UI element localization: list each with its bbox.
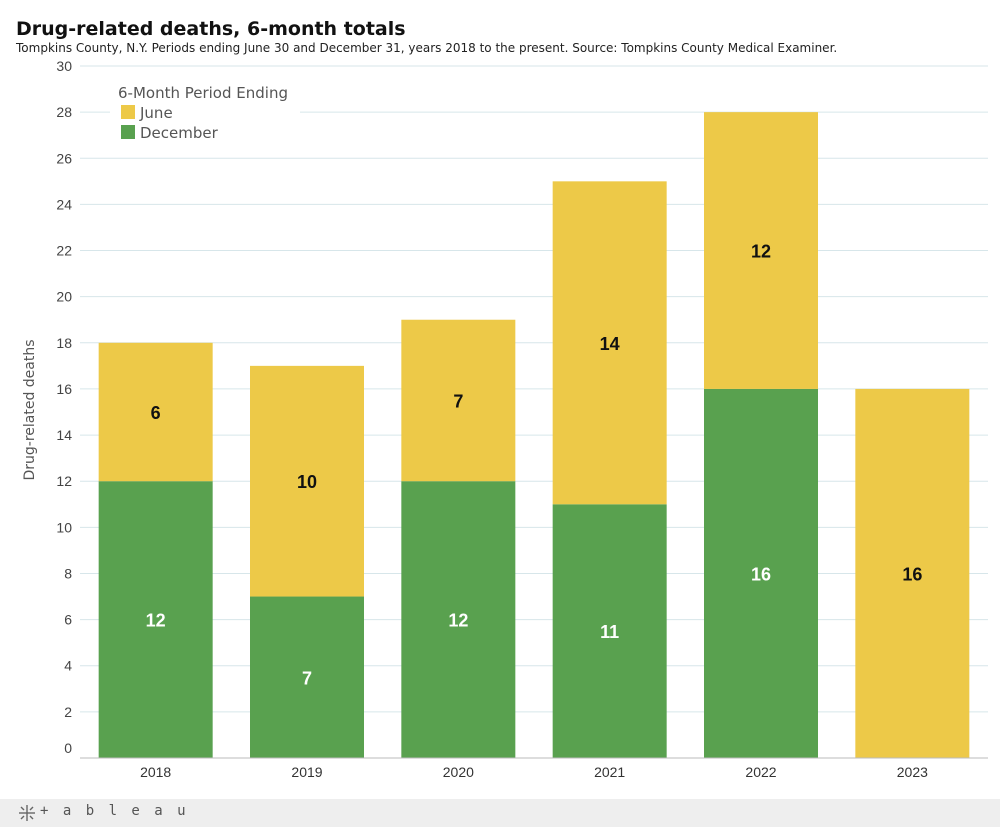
- tableau-logo-icon: [19, 805, 35, 821]
- bar-december-2019[interactable]: [250, 596, 364, 758]
- y-tick-label: 14: [56, 427, 72, 443]
- bar-june-2022[interactable]: [704, 112, 818, 389]
- data-label-june-2021: 14: [600, 334, 620, 354]
- data-label-december-2021: 11: [600, 622, 619, 642]
- y-tick-label: 26: [56, 150, 72, 166]
- bar-june-2019[interactable]: [250, 365, 364, 597]
- x-tick-label-2021: 2021: [594, 764, 625, 780]
- data-label-june-2018: 6: [151, 403, 161, 423]
- data-labels: 12 6 7 10 12 7 11 14 16 12 16: [146, 242, 923, 689]
- y-axis-label: Drug-related deaths: [22, 339, 38, 480]
- legend-title: 6-Month Period Ending: [118, 84, 288, 102]
- y-tick-label: 12: [56, 473, 72, 489]
- bar-june-2018[interactable]: [98, 342, 213, 482]
- y-tick-label: 0: [64, 740, 72, 756]
- legend-label-june: June: [139, 104, 173, 122]
- bar-june-2021[interactable]: [552, 181, 667, 505]
- data-label-december-2019: 7: [302, 668, 312, 688]
- y-tick-label: 20: [56, 289, 72, 305]
- y-tick-label: 4: [64, 658, 72, 674]
- gridlines: [80, 65, 988, 713]
- bar-june-2023[interactable]: [855, 388, 970, 758]
- data-label-december-2020: 12: [448, 611, 468, 631]
- x-tick-label-2018: 2018: [140, 764, 171, 780]
- legend-label-december: December: [140, 124, 219, 142]
- y-tick-label: 6: [64, 612, 72, 628]
- y-tick-label: 18: [56, 335, 72, 351]
- bar-december-2020[interactable]: [401, 481, 516, 758]
- data-label-december-2022: 16: [751, 564, 771, 584]
- data-label-june-2022: 12: [751, 242, 771, 262]
- x-tick-label-2019: 2019: [291, 764, 322, 780]
- data-label-december-2018: 12: [146, 611, 166, 631]
- x-axis-ticks: 2018 2019 2020 2021 2022 2023: [140, 764, 928, 780]
- chart-subtitle: Tompkins County, N.Y. Periods ending Jun…: [16, 41, 838, 55]
- bar-december-2022[interactable]: [704, 388, 818, 758]
- tableau-wordmark[interactable]: + a b l e a u: [40, 803, 189, 819]
- data-label-june-2023: 16: [902, 564, 922, 584]
- y-tick-label: 28: [56, 104, 72, 120]
- legend-swatch-december: [121, 125, 135, 139]
- legend-swatch-june: [121, 105, 135, 119]
- y-tick-label: 22: [56, 243, 72, 259]
- legend: 6-Month Period Ending June December: [110, 78, 300, 146]
- y-tick-label: 2: [64, 704, 72, 720]
- bar-december-2018[interactable]: [98, 481, 213, 758]
- bars: [98, 112, 970, 758]
- y-tick-label: 10: [56, 519, 72, 535]
- chart-title: Drug-related deaths, 6-month totals: [16, 18, 406, 40]
- data-label-june-2019: 10: [297, 472, 317, 492]
- x-tick-label-2020: 2020: [443, 764, 474, 780]
- y-tick-label: 24: [56, 196, 72, 212]
- x-tick-label-2022: 2022: [745, 764, 776, 780]
- bar-december-2021[interactable]: [552, 504, 667, 758]
- y-tick-label: 16: [56, 381, 72, 397]
- y-tick-label: 8: [64, 565, 72, 581]
- tableau-footer: + a b l e a u: [0, 799, 1000, 827]
- y-tick-label: 30: [56, 58, 72, 74]
- data-label-june-2020: 7: [453, 391, 463, 411]
- x-tick-label-2023: 2023: [897, 764, 928, 780]
- bar-june-2020[interactable]: [401, 319, 516, 482]
